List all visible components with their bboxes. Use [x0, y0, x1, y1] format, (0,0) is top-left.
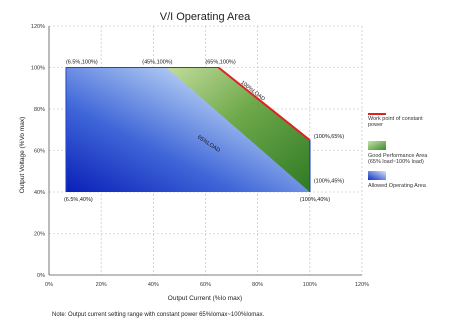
point-label-5: (100%,40%): [300, 197, 330, 203]
point-label-4: (100%,45%): [314, 179, 344, 185]
point-label-0: (6.5%,100%): [66, 60, 98, 66]
y-axis-label: Output Voltage (%Vo max): [19, 117, 26, 194]
y-tick-60: 60%: [34, 149, 45, 155]
x-axis-label: Output Current (%Io max): [168, 295, 242, 302]
y-tick-100: 100%: [31, 66, 45, 72]
footnote: Note: Output current setting range with …: [52, 312, 265, 318]
chart-title: V/I Operating Area: [160, 11, 251, 23]
operating-regions: [65, 66, 311, 192]
x-tick-20: 20%: [96, 282, 107, 288]
y-tick-80: 80%: [34, 107, 45, 113]
legend-swatch-good-performance: [368, 141, 386, 150]
point-labels: (6.5%,100%) (45%,100%) (65%,100%) (100%,65%…: [64, 60, 344, 204]
x-tick-100: 100%: [303, 282, 317, 288]
y-tick-20: 20%: [34, 232, 45, 238]
legend-text-1-1: (65% load~100% load): [368, 159, 424, 165]
legend-swatch-allowed-area: [368, 171, 386, 180]
point-label-1: (45%,100%): [142, 60, 172, 66]
y-tick-labels: 0% 20% 40% 60% 80% 100% 120%: [31, 24, 45, 279]
point-label-3: (100%,65%): [314, 134, 344, 140]
x-tick-40: 40%: [148, 282, 159, 288]
legend-text-1-0: Good Performance Area: [368, 153, 428, 159]
good-performance-area: [166, 67, 310, 192]
y-tick-120: 120%: [31, 24, 45, 30]
point-label-6: (6.5%,40%): [64, 197, 93, 203]
legend-text-0-1: power: [368, 122, 383, 128]
axes: [48, 26, 362, 276]
legend-text-2-0: Allowed Operating Area: [368, 183, 427, 189]
x-tick-120: 120%: [355, 282, 369, 288]
x-tick-labels: 0% 20% 40% 60% 80% 100% 120%: [45, 282, 369, 288]
x-tick-0: 0%: [45, 282, 53, 288]
point-label-2: (65%,100%): [205, 60, 235, 66]
legend-text-0-0: Work point of constant: [368, 116, 423, 122]
y-tick-0: 0%: [37, 273, 45, 279]
y-tick-40: 40%: [34, 190, 45, 196]
x-tick-80: 80%: [252, 282, 263, 288]
x-tick-60: 60%: [200, 282, 211, 288]
constant-power-line: [217, 66, 311, 141]
